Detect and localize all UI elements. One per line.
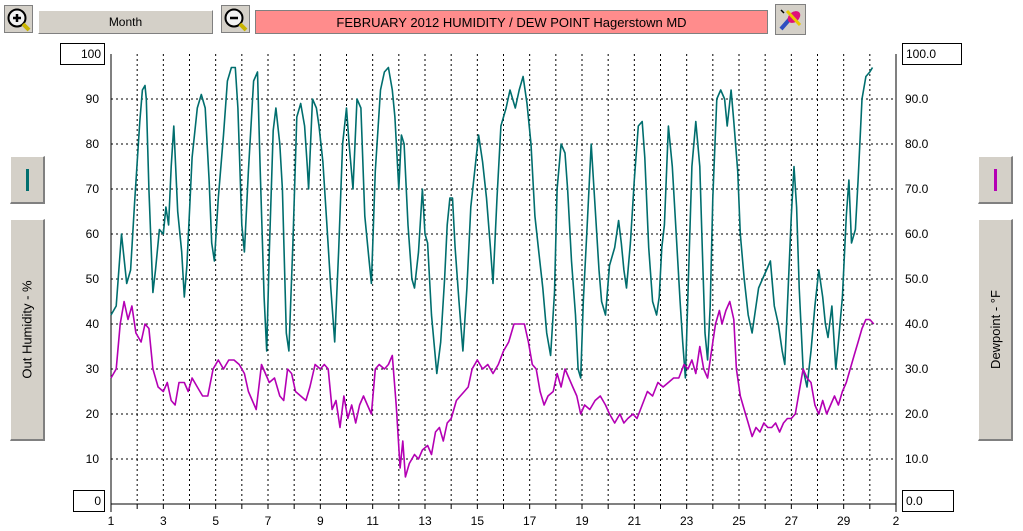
chart-title: FEBRUARY 2012 HUMIDITY / DEW POINT Hager…: [255, 10, 768, 34]
left-min-box[interactable]: 0: [73, 490, 105, 512]
left-y-tick-label: 40: [86, 317, 100, 331]
right-y-tick-label: 20.0: [905, 407, 929, 421]
right-max-box[interactable]: 100.0: [902, 43, 962, 65]
x-tick-label: 25: [732, 514, 746, 528]
x-tick-label: 7: [265, 514, 272, 528]
clear-button[interactable]: [775, 4, 806, 35]
dewpoint-color-button[interactable]: [978, 156, 1013, 204]
right-axis-label-button[interactable]: Dewpoint - °F: [978, 219, 1013, 441]
right-y-tick-label: 60.0: [905, 227, 929, 241]
left-y-tick-label: 90: [86, 92, 100, 106]
left-y-tick-label: 50: [86, 272, 100, 286]
left-y-tick-label: 60: [86, 227, 100, 241]
dewpoint-color-swatch: [994, 169, 997, 191]
eraser-pencil-icon: [779, 9, 802, 31]
x-tick-label: 29: [837, 514, 851, 528]
right-y-tick-label: 80.0: [905, 137, 929, 151]
x-tick-label: 1: [108, 514, 115, 528]
right-y-tick-label: 50.0: [905, 272, 929, 286]
magnifier-minus-icon: [224, 8, 248, 32]
x-tick-label: 11: [366, 514, 379, 528]
right-y-tick-label: 30.0: [905, 362, 929, 376]
magnifier-plus-icon: [7, 8, 31, 32]
x-tick-label: 5: [212, 514, 219, 528]
humidity-color-swatch: [26, 169, 29, 191]
x-tick-label: 21: [628, 514, 642, 528]
x-tick-label: 9: [317, 514, 324, 528]
x-tick-label: 15: [471, 514, 485, 528]
right-y-tick-label: 40.0: [905, 317, 929, 331]
left-y-tick-label: 30: [86, 362, 100, 376]
right-min-box[interactable]: 0.0: [902, 490, 954, 512]
humidity-color-button[interactable]: [10, 156, 45, 204]
humidity-series-line: [110, 66, 874, 388]
x-tick-label: 19: [575, 514, 589, 528]
left-y-tick-label: 70: [86, 182, 100, 196]
zoom-in-button[interactable]: [4, 5, 33, 33]
x-tick-label: 3: [160, 514, 167, 528]
x-tick-label: 13: [418, 514, 432, 528]
left-y-tick-label: 20: [86, 407, 100, 421]
period-selector[interactable]: Month: [38, 10, 213, 34]
left-max-box[interactable]: 100: [60, 43, 105, 65]
left-y-tick-label: 80: [86, 137, 100, 151]
dewpoint-series-line: [110, 300, 875, 478]
right-y-tick-label: 90.0: [905, 92, 929, 106]
left-axis-label-button[interactable]: Out Humidity - %: [10, 219, 45, 441]
x-tick-label: 27: [785, 514, 799, 528]
left-y-tick-label: 10: [86, 452, 100, 466]
right-y-tick-label: 10.0: [905, 452, 929, 466]
x-tick-label: 23: [680, 514, 694, 528]
right-y-tick-label: 70.0: [905, 182, 929, 196]
x-tick-label: 17: [523, 514, 537, 528]
zoom-out-button[interactable]: [221, 5, 250, 33]
x-tick-label: 2: [893, 514, 900, 528]
